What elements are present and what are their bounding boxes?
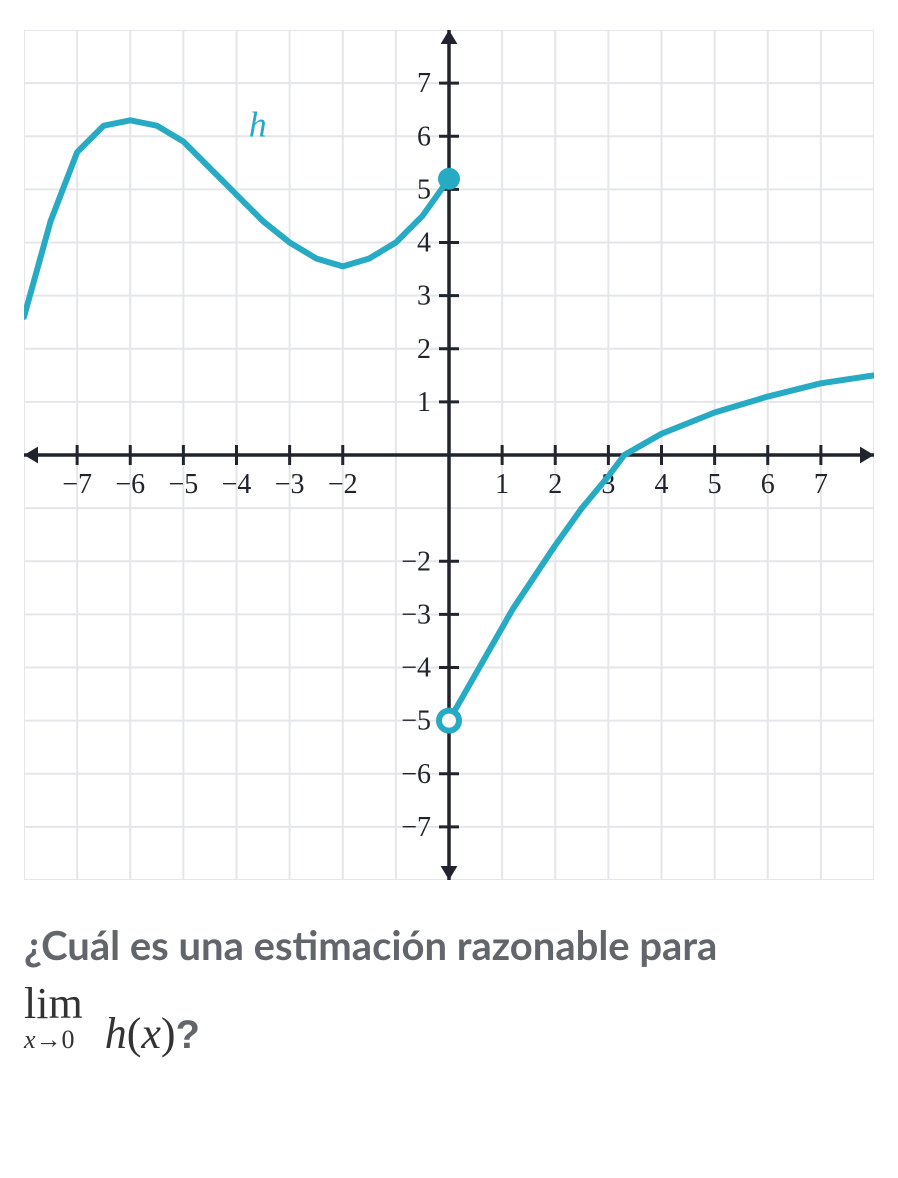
y-tick-label: 6 (417, 121, 431, 152)
y-tick-label: −4 (401, 653, 431, 684)
closed-point (438, 168, 460, 190)
open-point (439, 711, 459, 731)
y-tick-label: −6 (401, 759, 431, 790)
y-tick-label: 2 (417, 334, 431, 365)
y-tick-label: 4 (417, 228, 431, 259)
y-tick-label: −5 (401, 706, 431, 737)
y-tick-label: 3 (417, 281, 431, 312)
limit-expression: lim x→0 h(x)? (24, 976, 874, 1061)
x-tick-label: −7 (62, 469, 92, 500)
function-label: h (249, 104, 267, 144)
y-tick-label: 5 (417, 174, 431, 205)
x-tick-label: 7 (814, 469, 828, 500)
x-tick-label: −5 (168, 469, 198, 500)
y-tick-label: 7 (417, 68, 431, 99)
x-tick-label: 1 (495, 469, 509, 500)
x-tick-label: −2 (328, 469, 358, 500)
x-tick-label: −4 (222, 469, 252, 500)
question-prompt: ¿Cuál es una estimación razonable para (24, 921, 717, 969)
chart-container: −7−6−5−4−3−21234567−7−6−5−4−3−21234567yx… (0, 0, 898, 880)
x-tick-label: 5 (708, 469, 722, 500)
x-tick-label: 4 (655, 469, 669, 500)
x-tick-label: 2 (548, 469, 562, 500)
y-tick-label: 1 (417, 387, 431, 418)
question-block: ¿Cuál es una estimación razonable para l… (0, 880, 898, 1081)
y-tick-label: −2 (401, 546, 431, 577)
coordinate-plot: −7−6−5−4−3−21234567−7−6−5−4−3−21234567yx… (24, 30, 874, 880)
x-tick-label: −3 (275, 469, 305, 500)
x-tick-label: −6 (115, 469, 145, 500)
y-tick-label: −3 (401, 599, 431, 630)
y-tick-label: −7 (401, 812, 431, 843)
x-tick-label: 6 (761, 469, 775, 500)
